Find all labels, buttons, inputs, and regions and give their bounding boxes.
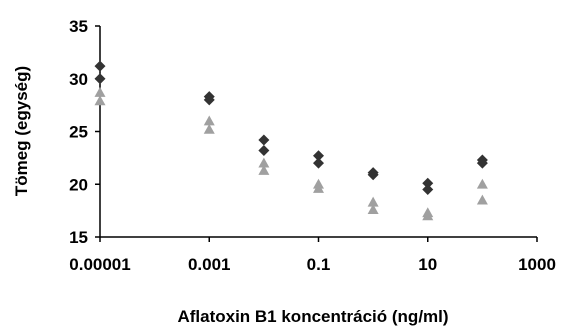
x-tick-label: 1000 [518, 255, 556, 274]
axes [95, 25, 538, 242]
y-tick-label: 20 [69, 175, 88, 194]
diamond-point [94, 60, 106, 72]
x-axis-title: Aflatoxin B1 koncentráció (ng/ml) [177, 307, 448, 326]
diamond-point [422, 177, 434, 189]
triangle-point [313, 182, 324, 193]
y-tick-label: 25 [69, 123, 88, 142]
diamond-point [203, 94, 215, 106]
y-tick-label: 15 [69, 228, 88, 247]
triangle-point [258, 157, 270, 168]
x-tick-label: 10 [418, 255, 437, 274]
diamond-point [476, 157, 488, 169]
y-tick-label: 30 [69, 70, 88, 89]
triangle-point [422, 210, 434, 221]
y-axis-title: Tömeg (egység) [12, 66, 31, 196]
triangle-point [476, 194, 488, 205]
triangle-point [367, 204, 379, 214]
diamond-point [313, 150, 324, 162]
triangle-point [94, 86, 106, 97]
diamond-point [313, 157, 324, 169]
triangle-point [476, 178, 488, 189]
y-tick-label: 35 [69, 17, 88, 36]
x-tick-label: 0.00001 [69, 255, 130, 274]
diamond-point [258, 134, 270, 146]
triangle-point [203, 115, 215, 126]
diamond-point [367, 169, 379, 181]
x-tick-label: 0.1 [307, 255, 331, 274]
x-tick-label: 0.001 [188, 255, 231, 274]
triangle-point [367, 196, 379, 207]
diamond-point [258, 144, 270, 156]
data-points [94, 60, 488, 221]
triangle-point [94, 95, 106, 106]
triangle-point [203, 123, 215, 134]
diamond-point [422, 184, 434, 196]
diamond-point [94, 73, 106, 85]
triangle-point [258, 165, 270, 175]
tick-labels: 15 20 25 30 35 0.00001 0.001 0.1 10 1000 [69, 17, 556, 274]
